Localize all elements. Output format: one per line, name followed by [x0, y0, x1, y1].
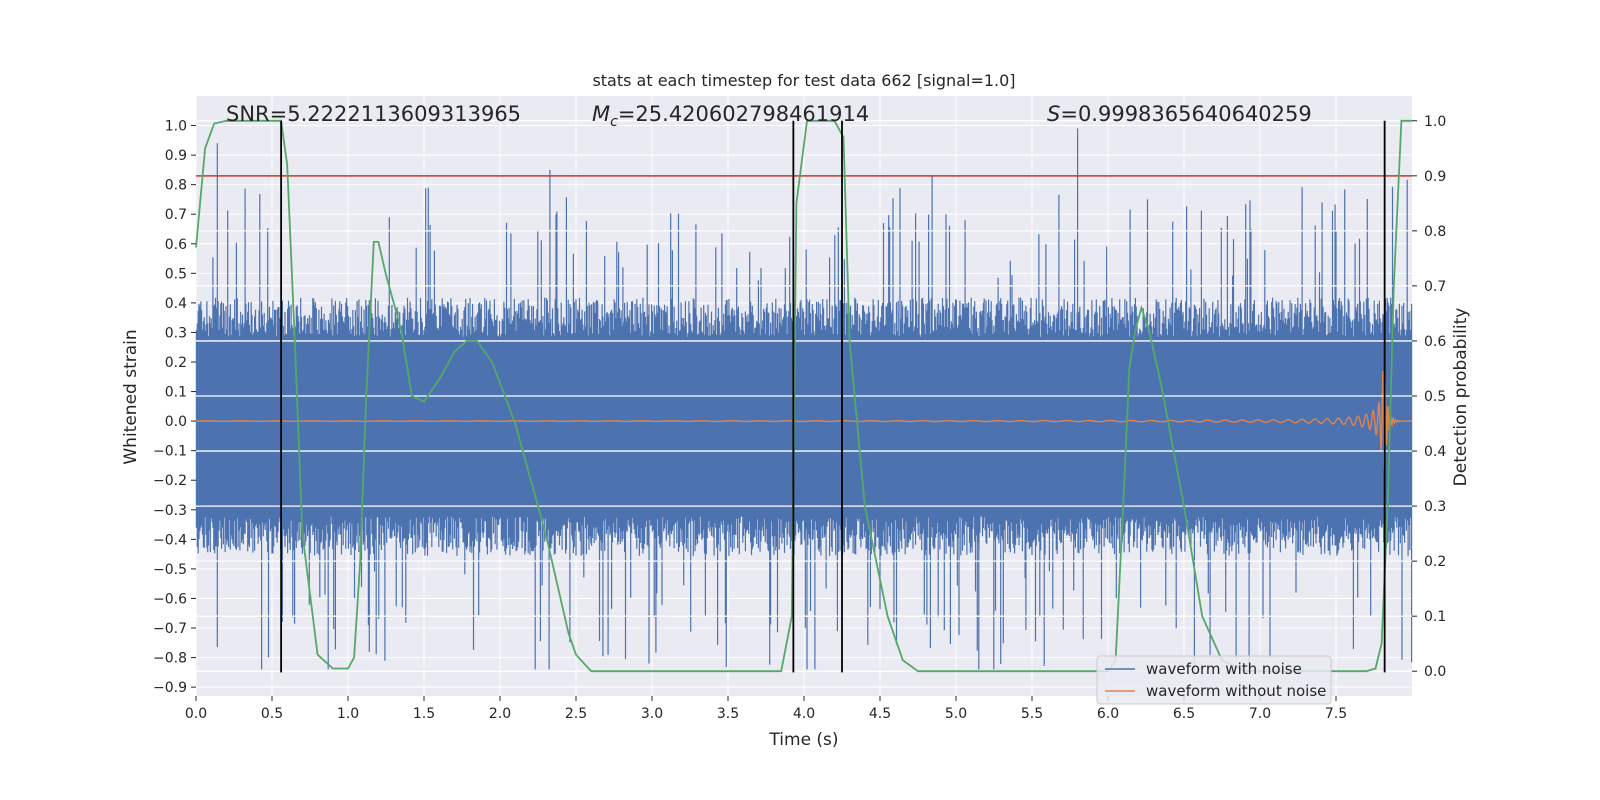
y-tick-label: 0.3 [165, 325, 187, 341]
y-axis-label: Whitened strain [121, 329, 141, 464]
chirp-mass-subscript: c [610, 114, 618, 130]
y-tick-label: −0.2 [153, 473, 187, 489]
noise-waveform-trace [195, 128, 1413, 670]
legend: waveform with noise waveform without noi… [1096, 655, 1332, 705]
y-tick-label: 0.9 [165, 148, 187, 164]
y-tick-label: 0.0 [165, 414, 187, 430]
y2-tick-label: 0.1 [1424, 609, 1446, 625]
x-tick-label: 4.5 [869, 706, 891, 722]
y2-tick-label: 0.0 [1424, 664, 1446, 680]
score-value: =0.9998365640640259 [1060, 102, 1311, 126]
vertical-markers [280, 120, 1386, 673]
y2-tick-label: 0.8 [1424, 224, 1446, 240]
legend-label-noise: waveform with noise [1146, 660, 1302, 678]
y-tick-label: 0.2 [165, 355, 187, 371]
series-waveform-with-noise [195, 128, 1413, 670]
x-tick-label: 7.0 [1249, 706, 1271, 722]
series-waveform-without-noise [196, 370, 1412, 471]
chart-title: stats at each timestep for test data 662… [592, 71, 1015, 90]
x-tick-label: 3.5 [717, 706, 739, 722]
y2-tick-label: 0.7 [1424, 279, 1446, 295]
y-tick-label: −0.1 [153, 444, 187, 460]
y-tick-label: −0.5 [153, 562, 187, 578]
clean-waveform-trace [196, 370, 1412, 471]
x-tick-label: 6.5 [1173, 706, 1195, 722]
y2-tick-label: 0.9 [1424, 169, 1446, 185]
score-annotation: S=0.9998365640640259 [1047, 102, 1312, 126]
x-tick-label: 3.0 [641, 706, 663, 722]
x-axis-label: Time (s) [768, 730, 838, 750]
y-tick-label: −0.4 [153, 532, 187, 548]
x-tick-label: 0.0 [185, 706, 207, 722]
y2-axis-ticks: 0.0 0.1 0.2 0.3 0.4 0.5 0.6 0.7 0.8 0.9 1.0 [1412, 114, 1446, 680]
x-tick-label: 0.5 [261, 706, 283, 722]
series-detection-probability [195, 119, 1412, 673]
score-symbol: S [1047, 102, 1060, 126]
y-tick-label: −0.9 [153, 680, 187, 696]
x-axis-ticks: 0.0 0.5 1.0 1.5 2.0 2.5 3.0 3.5 4.0 4.5 5.0 5.5 6.0 6… [185, 696, 1347, 722]
y2-tick-label: 0.4 [1424, 444, 1446, 460]
chirp-mass-annotation: Mc=25.420602798461914 [592, 102, 869, 130]
y-tick-label: 0.1 [165, 385, 187, 401]
y-tick-label: 0.8 [165, 178, 187, 194]
x-tick-label: 1.0 [337, 706, 359, 722]
y-tick-label: 0.5 [165, 266, 187, 282]
detection-probability-line [195, 119, 1412, 673]
y-tick-label: 1.0 [165, 119, 187, 135]
y2-tick-label: 0.2 [1424, 554, 1446, 570]
x-tick-label: 4.0 [793, 706, 815, 722]
y2-tick-label: 1.0 [1424, 114, 1446, 130]
chirp-mass-value: =25.420602798461914 [618, 102, 869, 126]
x-tick-label: 7.5 [1325, 706, 1347, 722]
chirp-mass-symbol: M [592, 102, 610, 126]
y2-axis-label: Detection probability [1451, 308, 1471, 487]
x-tick-label: 5.5 [1021, 706, 1043, 722]
x-tick-label: 2.5 [565, 706, 587, 722]
snr-annotation: SNR=5.2222113609313965 [226, 102, 521, 126]
y-tick-label: −0.6 [153, 591, 187, 607]
y2-tick-label: 0.3 [1424, 499, 1446, 515]
y-tick-label: 0.4 [165, 296, 187, 312]
y-tick-label: −0.3 [153, 503, 187, 519]
y2-tick-label: 0.5 [1424, 389, 1446, 405]
x-tick-label: 6.0 [1097, 706, 1119, 722]
y-tick-label: 0.7 [165, 207, 187, 223]
legend-label-clean: waveform without noise [1146, 682, 1326, 700]
x-tick-label: 1.5 [413, 706, 435, 722]
y-tick-label: −0.8 [153, 651, 187, 667]
y-tick-label: −0.7 [153, 621, 187, 637]
legend-box [1096, 655, 1332, 705]
y-tick-label: 0.6 [165, 237, 187, 253]
x-tick-label: 5.0 [945, 706, 967, 722]
y-axis-ticks: −0.9 −0.8 −0.7 −0.6 −0.5 −0.4 −0.3 −0.2 −0.1 0.0 0… [153, 119, 196, 696]
y2-tick-label: 0.6 [1424, 334, 1446, 350]
x-tick-label: 2.0 [489, 706, 511, 722]
